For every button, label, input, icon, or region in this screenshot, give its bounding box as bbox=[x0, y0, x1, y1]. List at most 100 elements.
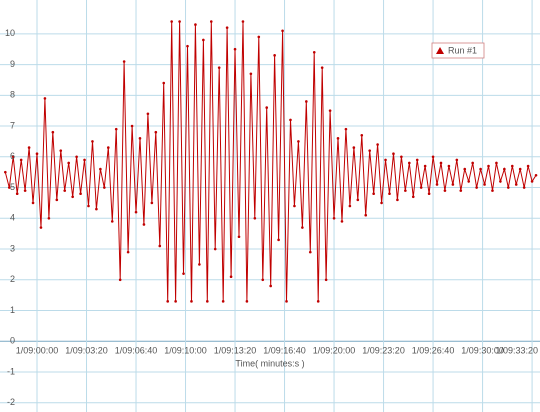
data-point bbox=[301, 226, 304, 229]
data-point bbox=[308, 250, 312, 254]
data-point bbox=[408, 161, 411, 165]
data-point bbox=[253, 216, 257, 220]
data-point bbox=[491, 189, 494, 192]
data-point bbox=[154, 130, 158, 134]
x-tick-label: 1/09:16:40 bbox=[263, 346, 306, 356]
data-point bbox=[91, 140, 94, 143]
data-point bbox=[55, 198, 59, 202]
x-tick-label: 1/09:13:20 bbox=[214, 346, 257, 356]
data-point bbox=[455, 158, 459, 162]
data-point bbox=[277, 238, 280, 242]
data-point bbox=[380, 201, 383, 205]
data-point bbox=[316, 300, 320, 303]
data-point bbox=[217, 66, 221, 69]
data-point bbox=[404, 189, 407, 192]
data-point bbox=[114, 127, 118, 131]
data-point bbox=[95, 207, 98, 211]
data-point bbox=[273, 54, 276, 57]
data-point bbox=[103, 186, 106, 189]
x-tick-label: 1/09:30:00 bbox=[461, 346, 504, 356]
data-point bbox=[198, 263, 201, 266]
data-point bbox=[522, 186, 526, 189]
x-tick-label: 1/09:23:20 bbox=[362, 346, 405, 356]
data-point bbox=[126, 250, 130, 254]
data-point bbox=[67, 161, 70, 165]
data-point bbox=[388, 192, 391, 196]
x-tick-label: 1/09:26:40 bbox=[412, 346, 455, 356]
data-point bbox=[7, 186, 11, 189]
x-tick-label: 1/09:20:00 bbox=[313, 346, 356, 356]
data-point bbox=[138, 137, 142, 140]
y-tick-label: -1 bbox=[7, 366, 15, 376]
y-tick-label: -2 bbox=[7, 397, 15, 407]
data-point bbox=[182, 272, 185, 275]
data-point bbox=[206, 300, 209, 303]
data-point bbox=[237, 235, 241, 239]
data-point bbox=[415, 158, 419, 162]
data-point bbox=[419, 186, 423, 189]
data-point bbox=[447, 164, 451, 168]
data-point bbox=[435, 183, 439, 186]
data-point bbox=[87, 204, 90, 208]
data-point bbox=[79, 192, 82, 196]
data-point bbox=[241, 20, 245, 23]
data-point bbox=[162, 81, 166, 85]
data-point bbox=[265, 106, 269, 109]
data-point bbox=[221, 300, 225, 303]
data-point bbox=[174, 300, 177, 303]
data-point bbox=[463, 167, 467, 171]
data-point bbox=[459, 189, 463, 192]
data-point bbox=[225, 26, 229, 29]
data-point bbox=[190, 300, 193, 303]
data-point bbox=[31, 201, 35, 205]
data-point bbox=[348, 204, 352, 208]
y-tick-label: 9 bbox=[10, 59, 15, 69]
data-point bbox=[439, 161, 443, 165]
legend-box bbox=[431, 42, 485, 59]
data-point bbox=[257, 35, 261, 39]
data-point bbox=[427, 192, 431, 196]
data-point bbox=[471, 161, 474, 165]
data-point bbox=[158, 244, 162, 248]
data-point bbox=[400, 155, 403, 159]
data-point bbox=[170, 20, 173, 23]
data-point bbox=[261, 278, 265, 282]
y-tick-label: 0 bbox=[10, 336, 15, 346]
data-point bbox=[297, 140, 300, 143]
data-point bbox=[451, 183, 455, 186]
data-point bbox=[43, 97, 47, 100]
data-point bbox=[352, 146, 356, 149]
x-tick-label: 1/09:00:00 bbox=[16, 346, 59, 356]
data-point bbox=[178, 20, 181, 23]
data-point bbox=[63, 189, 67, 192]
y-tick-label: 7 bbox=[10, 120, 15, 130]
data-point bbox=[229, 275, 233, 279]
data-point bbox=[202, 38, 205, 42]
data-point bbox=[35, 152, 39, 156]
data-point bbox=[186, 44, 189, 48]
x-tick-label: 1/09:03:20 bbox=[65, 346, 108, 356]
data-point bbox=[233, 47, 237, 51]
data-point bbox=[392, 152, 395, 156]
data-point bbox=[51, 130, 55, 134]
data-point bbox=[340, 220, 344, 223]
data-point bbox=[360, 133, 364, 137]
data-point bbox=[526, 164, 530, 168]
data-point bbox=[289, 118, 292, 122]
data-point bbox=[281, 29, 284, 33]
x-tick-label: 1/09:10:00 bbox=[164, 346, 207, 356]
data-point bbox=[431, 155, 435, 159]
legend-marker bbox=[436, 47, 444, 54]
data-point bbox=[249, 72, 253, 76]
data-point bbox=[332, 216, 336, 220]
plot bbox=[4, 20, 538, 303]
data-point bbox=[293, 204, 296, 208]
data-point bbox=[110, 220, 114, 223]
data-point bbox=[384, 158, 387, 162]
data-point bbox=[514, 183, 518, 186]
data-point bbox=[118, 278, 122, 282]
data-point bbox=[495, 161, 498, 165]
data-point bbox=[328, 109, 332, 112]
data-point bbox=[372, 192, 375, 196]
data-point bbox=[83, 158, 86, 162]
